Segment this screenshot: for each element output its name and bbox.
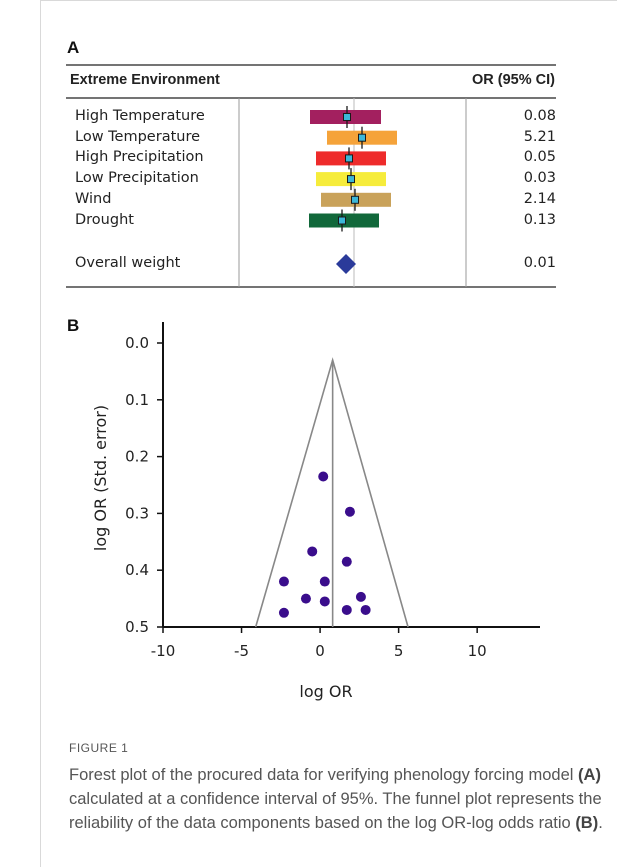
funnel-point xyxy=(318,471,329,482)
forest-plot xyxy=(66,64,556,288)
funnel-point xyxy=(360,604,371,615)
forest-header-or: OR (95% CI) xyxy=(472,72,555,88)
funnel-point xyxy=(300,593,311,604)
y-tick-label: 0.3 xyxy=(125,504,149,522)
forest-row-label: Wind xyxy=(75,190,112,207)
y-tick-label: 0.5 xyxy=(125,618,149,636)
figure-caption: Forest plot of the procured data for ver… xyxy=(69,763,609,835)
caption-part-3: . xyxy=(598,814,603,832)
y-tick-label: 0.4 xyxy=(125,561,149,579)
y-tick-label: 0.0 xyxy=(125,334,149,352)
forest-row-or: 0.08 xyxy=(523,108,556,124)
x-tick-label: -10 xyxy=(151,642,176,660)
forest-row-label: High Temperature xyxy=(75,108,205,124)
funnel-point xyxy=(278,607,289,618)
caption-part-2: calculated at a confidence interval of 9… xyxy=(69,790,602,832)
forest-summary-or: 0.01 xyxy=(523,255,556,271)
forest-header-environment: Extreme Environment xyxy=(70,72,220,88)
panel-b-letter: B xyxy=(67,316,80,335)
x-tick-label: 0 xyxy=(315,642,325,660)
funnel-point xyxy=(341,556,352,567)
panel-a-letter: A xyxy=(67,38,80,57)
forest-row-label: Low Temperature xyxy=(75,128,201,145)
forest-summary-diamond xyxy=(336,254,356,274)
forest-row-or: 5.21 xyxy=(523,128,556,145)
forest-row-or: 0.13 xyxy=(523,211,556,228)
funnel-point xyxy=(341,604,352,615)
forest-row-label: Drought xyxy=(75,211,134,228)
figure-frame xyxy=(40,0,617,867)
forest-row-or: 2.14 xyxy=(523,190,556,207)
caption-part-1: Forest plot of the procured data for ver… xyxy=(69,766,579,784)
funnel-point xyxy=(355,591,366,602)
forest-marker xyxy=(345,154,353,163)
funnel-point xyxy=(319,576,330,587)
forest-marker xyxy=(347,175,355,184)
forest-marker xyxy=(343,113,351,121)
caption-ref-b: (B) xyxy=(575,814,599,832)
funnel-point xyxy=(278,576,289,587)
figure-label: FIGURE 1 xyxy=(69,741,129,755)
forest-row-or: 0.03 xyxy=(523,170,556,187)
funnel-point xyxy=(307,546,318,557)
funnel-point xyxy=(319,596,330,607)
funnel-plot: -10 -5 0 5 10 0.0 0.1 0.2 0.3 0.4 0.5 log OR log O… xyxy=(91,322,540,701)
forest-marker xyxy=(338,216,346,225)
forest-marker xyxy=(358,133,366,142)
forest-marker xyxy=(351,195,359,204)
forest-summary-label: Overall weight xyxy=(75,255,181,271)
x-tick-label: 5 xyxy=(394,642,404,660)
y-tick-label: 0.2 xyxy=(125,448,149,466)
x-tick-label: 10 xyxy=(468,642,487,660)
forest-row-or: 0.05 xyxy=(523,149,556,166)
forest-row-label: Low Precipitation xyxy=(75,170,199,187)
forest-row-label: High Precipitation xyxy=(75,149,204,166)
funnel-y-label: log OR (Std. error) xyxy=(91,405,110,551)
funnel-x-label: log OR xyxy=(299,682,352,701)
x-tick-label: -5 xyxy=(234,642,249,660)
caption-ref-a: (A) xyxy=(578,766,601,784)
y-tick-label: 0.1 xyxy=(125,391,149,409)
funnel-point xyxy=(344,506,355,517)
